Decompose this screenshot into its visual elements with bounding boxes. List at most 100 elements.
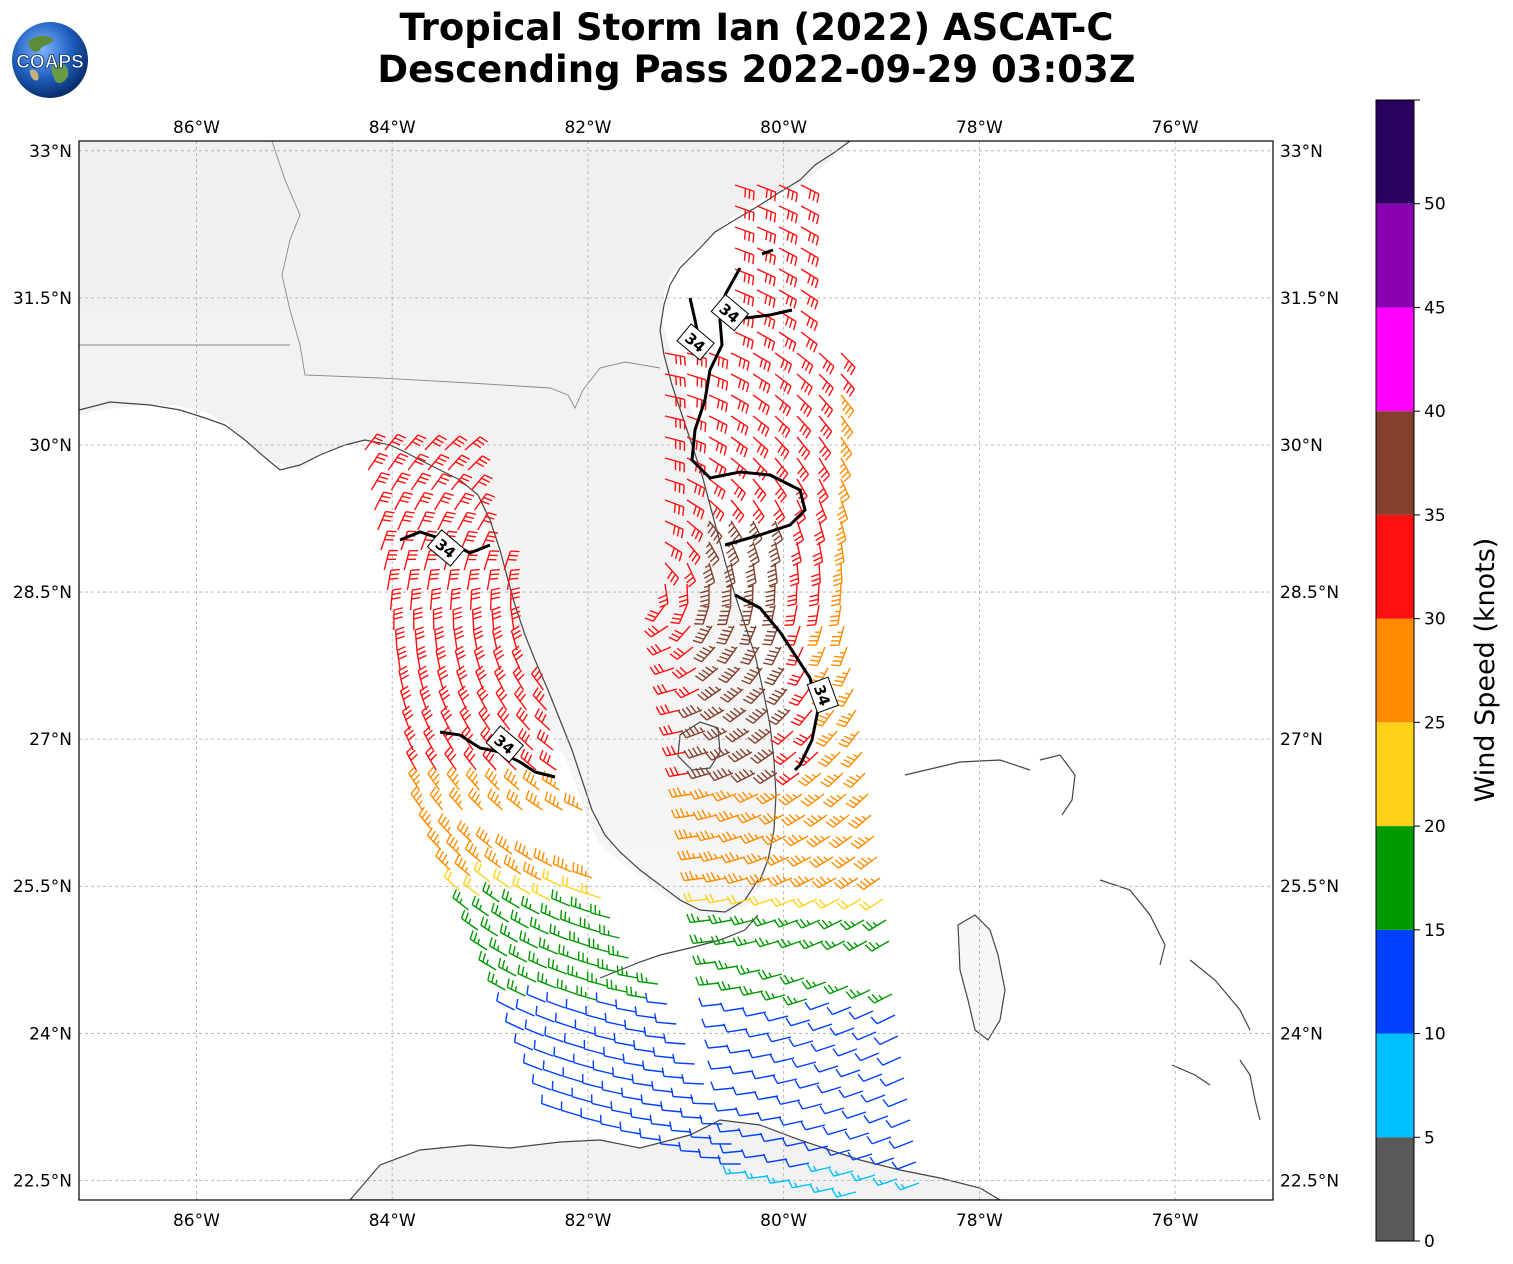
barb-half (746, 748, 751, 754)
colorbar-bin (1376, 929, 1414, 1034)
barb-shaft (483, 550, 491, 571)
barb-flag (537, 849, 541, 859)
barb-flag (793, 877, 801, 886)
wind-barb (783, 834, 809, 847)
barb-half (782, 876, 787, 881)
barb-flag (415, 793, 423, 802)
barb-shaft (850, 772, 866, 788)
barb-flag (784, 1158, 791, 1168)
barb-flag (770, 898, 777, 907)
barb-shaft (503, 862, 522, 875)
wind-barb (752, 478, 767, 503)
barb-flag (511, 859, 516, 869)
lon-tick-label-top: 86°W (173, 118, 220, 138)
barb-flag (440, 499, 450, 504)
wind-barb (539, 749, 557, 771)
barb-flag (440, 453, 450, 459)
wind-barb (738, 1128, 763, 1138)
barb-half (724, 748, 729, 754)
barb-flag (510, 591, 520, 596)
barb-shaft (562, 1075, 583, 1083)
barb-flag (421, 689, 430, 696)
barb-flag (819, 1105, 826, 1115)
barb-flag (494, 649, 503, 656)
barb-flag (541, 714, 547, 723)
barb-flag (473, 630, 483, 636)
barb-flag (437, 480, 447, 485)
barb-shaft (702, 1003, 723, 1007)
barb-shaft (514, 693, 528, 711)
barb-half (765, 728, 770, 733)
barb-flag (695, 441, 698, 451)
wind-barb (416, 645, 427, 671)
barb-flag (746, 361, 750, 371)
barb-flag (724, 573, 734, 579)
barb-half (751, 813, 756, 819)
barb-flag (721, 594, 731, 598)
barb-flag (513, 1033, 517, 1043)
barb-half (839, 484, 845, 489)
wind-barb (792, 898, 818, 909)
barb-shaft (478, 959, 497, 971)
wind-barb (426, 827, 442, 851)
barb-half (765, 939, 770, 945)
barb-flag (727, 551, 736, 559)
barb-flag (797, 779, 807, 787)
barb-flag (765, 188, 768, 198)
barb-flag (808, 210, 812, 221)
coastline-atlantic (659, 141, 851, 881)
barb-flag (729, 1065, 734, 1075)
barb-shaft (818, 541, 824, 562)
barb-flag (436, 650, 446, 656)
barb-shaft (435, 650, 441, 671)
barb-flag (560, 979, 563, 990)
barb-flag (446, 766, 454, 775)
barb-flag (840, 900, 849, 908)
barb-flag (798, 517, 806, 525)
barb-shaft (471, 903, 490, 917)
barb-half (827, 733, 834, 737)
wind-barb (677, 849, 702, 861)
wind-barb (739, 832, 765, 845)
barb-flag (435, 438, 444, 444)
barb-flag (762, 643, 772, 646)
barb-flag (769, 254, 772, 264)
wind-barb (797, 1100, 823, 1110)
wind-barb (482, 882, 500, 903)
barb-shaft (541, 1102, 561, 1111)
barb-flag (793, 278, 798, 288)
colorbar-bin (1376, 618, 1414, 723)
wind-barb (525, 790, 543, 811)
barb-flag (727, 755, 736, 763)
wind-barb (664, 415, 686, 430)
barb-flag (732, 872, 739, 882)
barb-flag (785, 274, 790, 284)
barb-flag (766, 1033, 773, 1043)
barb-flag (391, 592, 402, 596)
barb-shaft (470, 474, 485, 491)
barb-flag (410, 573, 420, 576)
barb-shaft (789, 1162, 810, 1168)
barb-flag (768, 855, 776, 864)
barb-flag (816, 215, 820, 225)
barb-shaft (796, 457, 810, 475)
barb-shaft (474, 493, 487, 511)
barb-shaft (464, 436, 481, 451)
colorbar-bin (1376, 203, 1414, 308)
barb-flag (465, 539, 475, 542)
barb-half (837, 1191, 842, 1197)
barb-flag (829, 366, 835, 375)
barb-flag (491, 591, 501, 596)
barb-flag (417, 434, 427, 440)
wind-barb (506, 978, 526, 997)
barb-half (840, 442, 845, 447)
barb-shaft (714, 772, 734, 782)
wind-barb (774, 373, 792, 395)
barb-flag (489, 531, 499, 534)
barb-flag (744, 811, 752, 820)
barb-flag (737, 400, 742, 410)
wind-barb (540, 1094, 561, 1111)
barb-flag (431, 596, 441, 600)
wind-barb (702, 726, 728, 741)
barb-shaft (734, 184, 755, 192)
